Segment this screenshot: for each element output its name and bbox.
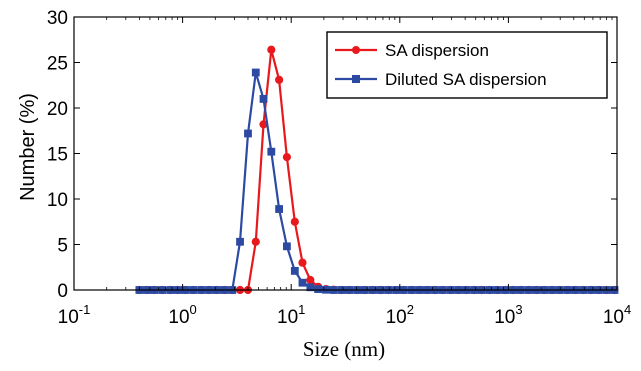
x-tick-label-base: 10 [277, 307, 298, 328]
legend-label: Diluted SA dispersion [385, 70, 547, 89]
legend-label: SA dispersion [385, 41, 489, 60]
data-point [306, 283, 315, 292]
x-tick-label: 10-1 [58, 302, 91, 328]
x-tick-label-exponent: 3 [515, 302, 522, 317]
data-point [290, 217, 299, 226]
data-point [251, 237, 260, 246]
legend-box [326, 31, 608, 99]
x-tick-label-base: 10 [168, 307, 189, 328]
x-tick-label-base: 10 [494, 307, 515, 328]
x-tick-label-exponent: 0 [190, 302, 197, 317]
x-tick-label-exponent: 1 [298, 302, 305, 317]
data-point [290, 266, 299, 275]
x-tick-label: 101 [277, 302, 305, 328]
x-tick-label-exponent: -1 [79, 302, 91, 317]
x-tick-label: 103 [494, 302, 522, 328]
data-point [298, 258, 307, 267]
series-diluted-sa-dispersion [135, 68, 619, 294]
x-tick-label-base: 10 [603, 307, 624, 328]
x-tick-label: 102 [386, 302, 414, 328]
data-point [267, 147, 276, 156]
data-point [267, 45, 276, 54]
y-tick-label: 5 [57, 236, 68, 257]
data-point [275, 205, 284, 213]
data-point [275, 75, 284, 84]
data-point [244, 129, 252, 138]
data-point [314, 285, 323, 293]
y-tick-label: 10 [47, 190, 68, 211]
x-tick-label: 104 [603, 302, 631, 328]
data-point [283, 242, 291, 251]
x-tick-label: 100 [168, 302, 196, 328]
x-tick-label-exponent: 4 [624, 302, 631, 317]
data-point [236, 237, 244, 246]
x-tick-label-base: 10 [386, 307, 407, 328]
y-tick-label: 20 [47, 99, 68, 120]
series-line [139, 71, 615, 292]
data-point [259, 95, 268, 103]
y-tick-label: 30 [47, 8, 68, 29]
x-axis-label: Size (nm) [303, 337, 385, 361]
legend: SA dispersion Diluted SA dispersion [326, 31, 608, 99]
legend-marker [352, 75, 360, 83]
y-tick-label: 15 [47, 145, 68, 166]
data-point [251, 68, 260, 77]
x-tick-label-base: 10 [58, 307, 79, 328]
data-point [298, 278, 307, 287]
y-axis-label: Number (%) [17, 93, 39, 201]
y-tick-label: 0 [57, 281, 68, 302]
data-point [306, 275, 315, 285]
y-tick-label: 25 [47, 54, 68, 75]
legend-marker [352, 46, 360, 54]
data-point [282, 153, 292, 162]
x-tick-label-exponent: 2 [407, 302, 414, 317]
